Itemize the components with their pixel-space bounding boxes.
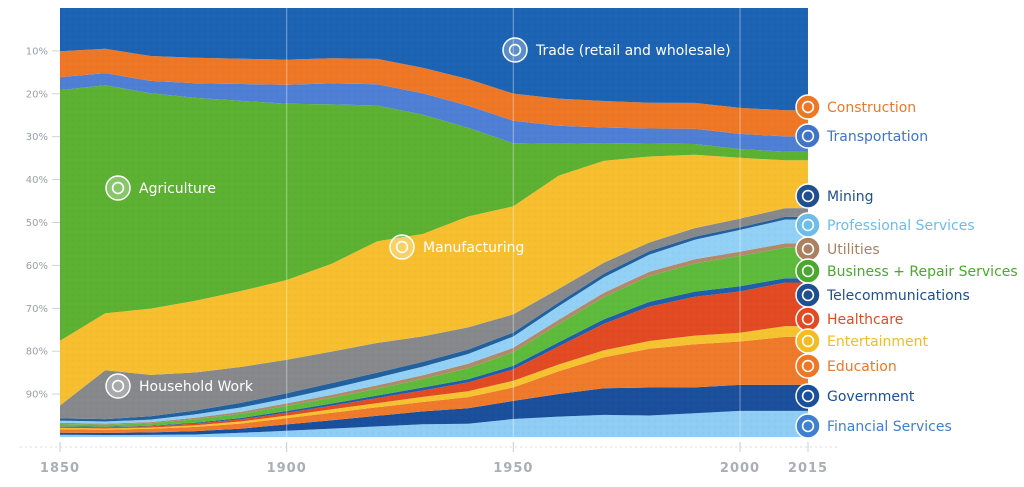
truck-icon xyxy=(795,123,821,149)
y-tick-label: 20% xyxy=(26,89,48,100)
legend-item-financial-services: Financial Services xyxy=(795,413,952,439)
legend-label: Mining xyxy=(827,189,874,205)
y-tick-label: 90% xyxy=(26,390,48,401)
legend-item-education: Education xyxy=(795,353,897,379)
y-tick-label: 10% xyxy=(26,46,48,57)
money-bag-icon xyxy=(795,413,821,439)
y-axis: 10% 20% 30% 40% 50% 60% 70% 80% 90% xyxy=(26,46,60,401)
satellite-icon xyxy=(795,282,821,308)
inline-label-agriculture: Agriculture xyxy=(105,175,216,201)
x-tick-label: 2015 xyxy=(788,461,828,476)
y-tick-label: 60% xyxy=(26,261,48,272)
vertical-gridlines xyxy=(286,8,741,437)
legend-label: Business + Repair Services xyxy=(827,264,1018,280)
inline-label-household-work: Household Work xyxy=(105,373,254,399)
legend-item-professional-services: Professional Services xyxy=(795,212,975,238)
legend-item-entertainment: Entertainment xyxy=(795,328,929,354)
inline-label-manufacturing: Manufacturing xyxy=(389,234,524,260)
crane-icon xyxy=(795,94,821,120)
factory-icon xyxy=(389,234,415,260)
legend-item-telecommunications: Telecommunications xyxy=(795,282,970,308)
legend-label: Utilities xyxy=(827,242,880,258)
inline-label-text: Agriculture xyxy=(139,181,216,197)
y-tick-label: 40% xyxy=(26,175,48,186)
x-tick-label: 1950 xyxy=(493,461,533,476)
x-tick-label: 1900 xyxy=(267,461,307,476)
legend-item-utilities: Utilities xyxy=(795,236,880,262)
legend-label: Government xyxy=(827,389,915,405)
right-legend: Construction Transportation Mining Professi… xyxy=(795,94,1018,439)
pickaxe-icon xyxy=(795,183,821,209)
x-tick-label: 2000 xyxy=(720,461,760,476)
legend-label: Professional Services xyxy=(827,218,975,234)
legend-label: Telecommunications xyxy=(826,288,970,304)
wrench-icon xyxy=(795,258,821,284)
inline-label-trade-retail-and-wholesale: Trade (retail and wholesale) xyxy=(502,37,731,63)
y-tick-label: 30% xyxy=(26,132,48,143)
y-tick-label: 50% xyxy=(26,218,48,229)
inline-label-text: Manufacturing xyxy=(423,240,524,256)
y-tick-label: 70% xyxy=(26,304,48,315)
y-tick-label: 80% xyxy=(26,347,48,358)
legend-label: Financial Services xyxy=(827,419,952,435)
texture-overlay xyxy=(60,8,808,437)
graduation-cap-icon xyxy=(795,353,821,379)
x-axis: 1850 1900 1950 2000 2015 xyxy=(20,442,840,476)
legend-label: Education xyxy=(827,359,897,375)
theater-icon xyxy=(795,328,821,354)
legend-label: Transportation xyxy=(826,129,928,145)
legend-item-mining: Mining xyxy=(795,183,874,209)
briefcase-icon xyxy=(795,212,821,238)
wheat-icon xyxy=(105,175,131,201)
legend-label: Entertainment xyxy=(827,334,929,350)
inline-labels: Trade (retail and wholesale) Agriculture M… xyxy=(105,37,731,399)
medical-cross-icon xyxy=(795,306,821,332)
legend-item-government: Government xyxy=(795,383,915,409)
inline-label-text: Trade (retail and wholesale) xyxy=(535,43,731,59)
house-icon xyxy=(105,373,131,399)
legend-item-construction: Construction xyxy=(795,94,916,120)
inline-label-text: Household Work xyxy=(139,379,254,395)
legend-label: Construction xyxy=(827,100,916,116)
legend-item-healthcare: Healthcare xyxy=(795,306,903,332)
legend-item-transportation: Transportation xyxy=(795,123,928,149)
x-tick-label: 1850 xyxy=(40,461,80,476)
faucet-icon xyxy=(795,236,821,262)
legend-item-business-repair-services: Business + Repair Services xyxy=(795,258,1018,284)
capitol-icon xyxy=(795,383,821,409)
legend-label: Healthcare xyxy=(827,312,903,328)
cart-icon xyxy=(502,37,528,63)
